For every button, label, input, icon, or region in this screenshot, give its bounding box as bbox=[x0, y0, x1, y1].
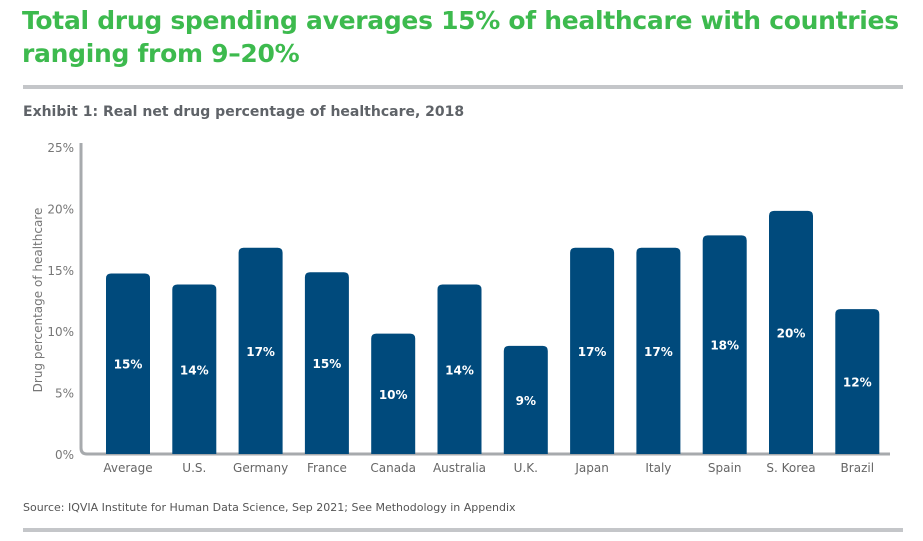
bottom-divider bbox=[23, 528, 903, 532]
data-label: 12% bbox=[843, 376, 872, 390]
data-label: 20% bbox=[777, 326, 806, 340]
data-label: 17% bbox=[578, 345, 607, 359]
bar-italy bbox=[636, 247, 681, 454]
x-tick-label: Canada bbox=[370, 461, 416, 475]
y-tick-label: 0% bbox=[55, 448, 74, 462]
page-title: Total drug spending averages 15% of heal… bbox=[22, 6, 899, 68]
x-tick-label: Japan bbox=[574, 461, 608, 475]
y-tick-label: 15% bbox=[47, 264, 74, 278]
bar-spain bbox=[702, 235, 747, 454]
y-tick-label: 5% bbox=[55, 387, 74, 401]
bar-u-k- bbox=[503, 345, 548, 454]
y-axis-label: Drug percentage of healthcare bbox=[31, 208, 45, 393]
bar-brazil bbox=[835, 309, 880, 454]
data-label: 9% bbox=[516, 394, 536, 408]
y-tick-label: 25% bbox=[47, 141, 74, 155]
axis-line bbox=[79, 143, 890, 456]
data-label: 17% bbox=[246, 345, 275, 359]
exhibit-title: Exhibit 1: Real net drug percentage of h… bbox=[23, 104, 465, 120]
bar-average bbox=[106, 273, 150, 454]
x-tick-label: U.S. bbox=[182, 461, 206, 475]
x-tick-label: Spain bbox=[708, 461, 742, 475]
x-tick-label: Australia bbox=[433, 461, 486, 475]
x-tick-label: Average bbox=[103, 461, 152, 475]
bar-france bbox=[304, 272, 349, 454]
data-label: 18% bbox=[710, 339, 739, 353]
data-label: 15% bbox=[313, 357, 342, 371]
bar-u-s- bbox=[172, 284, 217, 454]
x-tick-label: Germany bbox=[233, 461, 288, 475]
x-tick-label: Italy bbox=[645, 461, 671, 475]
top-divider bbox=[23, 85, 903, 89]
source-note: Source: IQVIA Institute for Human Data S… bbox=[23, 501, 516, 514]
y-tick-label: 20% bbox=[47, 202, 74, 216]
data-label: 17% bbox=[644, 345, 673, 359]
bar-canada bbox=[371, 333, 416, 454]
bar-australia bbox=[437, 284, 482, 454]
x-tick-label: U.K. bbox=[514, 461, 538, 475]
bar-s-korea bbox=[769, 210, 813, 454]
x-tick-label: Brazil bbox=[841, 461, 875, 475]
x-tick-label: France bbox=[307, 461, 347, 475]
bar-germany bbox=[238, 247, 283, 454]
bar-japan bbox=[570, 247, 615, 454]
data-label: 14% bbox=[180, 363, 209, 377]
x-tick-label: S. Korea bbox=[766, 461, 815, 475]
data-label: 10% bbox=[379, 388, 408, 402]
data-label: 15% bbox=[114, 358, 143, 372]
data-label: 14% bbox=[445, 363, 474, 377]
y-tick-label: 10% bbox=[47, 325, 74, 339]
